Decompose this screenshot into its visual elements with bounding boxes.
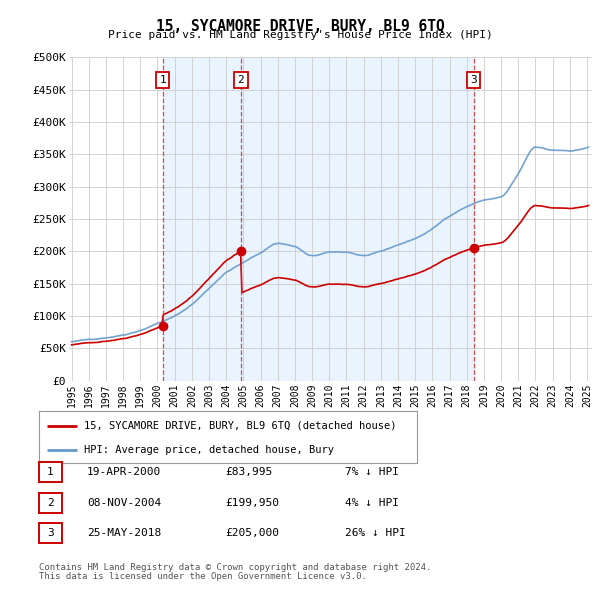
Text: 7% ↓ HPI: 7% ↓ HPI [345,467,399,477]
Bar [163,57,241,381]
Text: 2: 2 [47,498,54,507]
Bar [241,57,473,381]
Text: 1: 1 [47,467,54,477]
Text: HPI: Average price, detached house, Bury: HPI: Average price, detached house, Bury [85,445,334,455]
Text: 4% ↓ HPI: 4% ↓ HPI [345,498,399,507]
Text: 19-APR-2000: 19-APR-2000 [87,467,161,477]
Text: 1: 1 [159,75,166,85]
Text: Price paid vs. HM Land Registry's House Price Index (HPI): Price paid vs. HM Land Registry's House … [107,30,493,40]
Text: £205,000: £205,000 [225,529,279,538]
Text: 25-MAY-2018: 25-MAY-2018 [87,529,161,538]
Text: £199,950: £199,950 [225,498,279,507]
Text: Contains HM Land Registry data © Crown copyright and database right 2024.: Contains HM Land Registry data © Crown c… [39,563,431,572]
Text: 3: 3 [47,529,54,538]
Text: 26% ↓ HPI: 26% ↓ HPI [345,529,406,538]
Text: 2: 2 [238,75,244,85]
Text: 15, SYCAMORE DRIVE, BURY, BL9 6TQ (detached house): 15, SYCAMORE DRIVE, BURY, BL9 6TQ (detac… [85,421,397,431]
Text: £83,995: £83,995 [225,467,272,477]
Text: 08-NOV-2004: 08-NOV-2004 [87,498,161,507]
Text: 3: 3 [470,75,477,85]
Text: 15, SYCAMORE DRIVE, BURY, BL9 6TQ: 15, SYCAMORE DRIVE, BURY, BL9 6TQ [155,19,445,34]
Text: This data is licensed under the Open Government Licence v3.0.: This data is licensed under the Open Gov… [39,572,367,581]
